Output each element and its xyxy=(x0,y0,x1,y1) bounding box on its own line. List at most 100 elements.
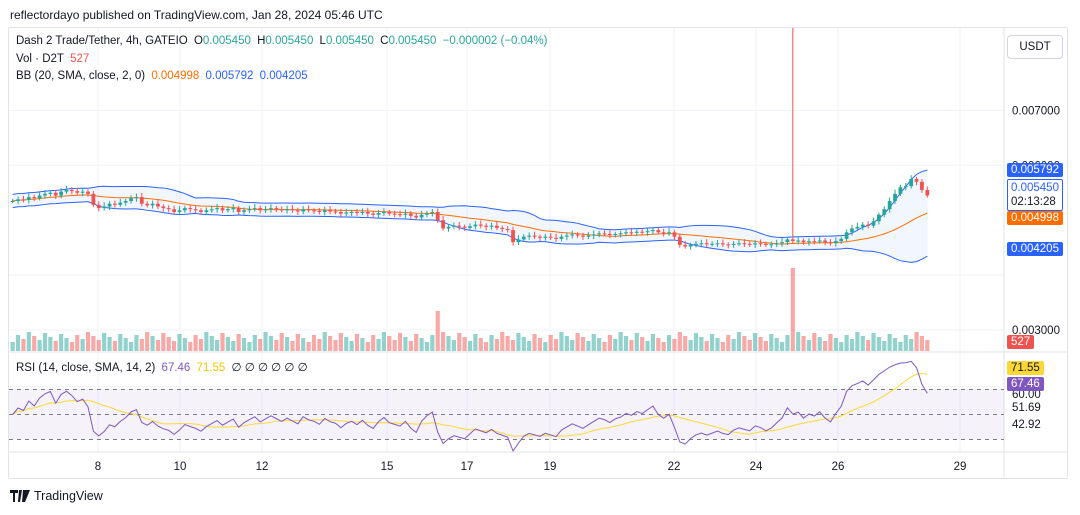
candle-body xyxy=(430,211,435,214)
volume-bar xyxy=(231,341,236,351)
volume-bar xyxy=(441,332,446,351)
candle-body xyxy=(790,239,795,242)
volume-bar xyxy=(790,268,795,351)
volume-bar xyxy=(118,334,123,351)
symbol-title[interactable]: Dash 2 Trade/Tether, 4h, GATEIO xyxy=(16,35,188,47)
volume-bar xyxy=(457,333,462,351)
candle-body xyxy=(866,224,871,226)
volume-bar xyxy=(112,341,118,351)
volume-bar xyxy=(26,332,31,351)
candle-body xyxy=(37,195,42,199)
volume-bar xyxy=(570,340,575,351)
tradingview-footer[interactable]: TradingView xyxy=(10,489,103,503)
candle-body xyxy=(710,243,714,245)
price-tick-label: 0.007000 xyxy=(1012,105,1060,117)
candle-body xyxy=(451,225,456,227)
candle-body xyxy=(166,208,171,210)
volume-bar xyxy=(328,336,333,351)
volume-bar xyxy=(128,342,134,351)
rsi-legend: RSI (14, close, SMA, 14, 2) 67.46 71.55 … xyxy=(16,360,311,374)
candle-body xyxy=(645,231,650,233)
candle-body xyxy=(376,213,381,215)
candle-body xyxy=(457,225,462,227)
candle-body xyxy=(769,244,774,246)
candle-body xyxy=(581,235,585,237)
volume-bar xyxy=(527,341,532,351)
volume-bar xyxy=(618,332,623,351)
volume-bar xyxy=(42,333,48,351)
candle-body xyxy=(801,240,806,243)
volume-bar xyxy=(69,342,74,351)
volume-bar xyxy=(510,340,516,351)
volume-bar xyxy=(699,337,704,351)
candle-body xyxy=(355,211,359,214)
candle-body xyxy=(505,228,510,231)
volume-bar xyxy=(166,337,171,351)
volume-bar xyxy=(10,342,15,351)
l-value: 0.005450 xyxy=(325,35,374,47)
rsi-tick-label: 60.00 xyxy=(1012,389,1041,401)
volume-bar xyxy=(613,339,618,351)
volume-bar xyxy=(720,342,725,351)
volume-bar xyxy=(365,342,370,351)
volume-bar xyxy=(774,338,779,351)
volume-bar xyxy=(215,340,220,351)
l-label: L xyxy=(319,35,326,47)
candle-body xyxy=(629,232,634,234)
volume-label[interactable]: Vol · D2T xyxy=(16,53,64,65)
candle-body xyxy=(758,243,763,245)
volume-bar xyxy=(424,342,430,351)
volume-bar xyxy=(333,340,338,351)
volume-bar xyxy=(134,335,139,351)
volume-bar xyxy=(403,337,408,351)
candle-body xyxy=(204,210,209,212)
time-tick-label: 8 xyxy=(95,461,101,473)
bb-label[interactable]: BB (20, SMA, close, 2, 0) xyxy=(16,70,146,82)
axes-labels: 0.0070000.0060000.00300060.0051.6942.928… xyxy=(95,105,1060,473)
volume-bar xyxy=(871,333,876,351)
h-label: H xyxy=(257,35,266,47)
time-tick-label: 12 xyxy=(256,461,269,473)
volume-bar xyxy=(188,342,193,351)
volume-bar xyxy=(48,337,53,351)
volume-bar xyxy=(414,334,419,351)
rsi-line xyxy=(12,360,928,453)
volume-bar xyxy=(241,338,247,351)
candle-body xyxy=(408,213,413,216)
volume-bar xyxy=(882,341,887,351)
volume-bar xyxy=(602,342,607,351)
countdown-value: 02:13:28 xyxy=(1011,196,1056,208)
time-tick-label: 19 xyxy=(544,461,557,473)
volume-bar xyxy=(338,333,343,351)
candle-body xyxy=(338,211,343,214)
candle-body xyxy=(86,191,90,194)
c-label: C xyxy=(380,35,389,47)
volume-bar xyxy=(537,338,543,351)
candle-body xyxy=(850,228,854,233)
candle-body xyxy=(538,236,542,238)
volume-bar xyxy=(371,335,376,351)
candle-body xyxy=(172,209,176,212)
bb-lower-line xyxy=(12,201,928,263)
bb-fill-area xyxy=(12,170,928,263)
last-price-value: 0.005450 xyxy=(1011,182,1059,194)
volume-bar xyxy=(392,340,397,351)
volume-bar xyxy=(833,338,838,351)
candle-body xyxy=(21,199,26,201)
candle-body xyxy=(704,243,709,245)
volume-bar xyxy=(59,334,64,351)
bb-lower-badge: 0.004205 xyxy=(1007,242,1063,256)
rsi-tick-label: 42.92 xyxy=(1012,419,1041,431)
candle-body xyxy=(720,243,725,245)
currency-button[interactable]: USDT xyxy=(1007,35,1063,59)
candle-body xyxy=(575,234,580,236)
rsi-label[interactable]: RSI (14, close, SMA, 14, 2) xyxy=(16,362,156,374)
volume-bar xyxy=(225,337,230,351)
volume-bar xyxy=(96,340,101,351)
volume-bar xyxy=(828,334,833,351)
candle-body xyxy=(591,234,596,236)
candle-body xyxy=(731,243,736,245)
candle-body xyxy=(161,206,166,209)
candle-body xyxy=(527,235,532,237)
